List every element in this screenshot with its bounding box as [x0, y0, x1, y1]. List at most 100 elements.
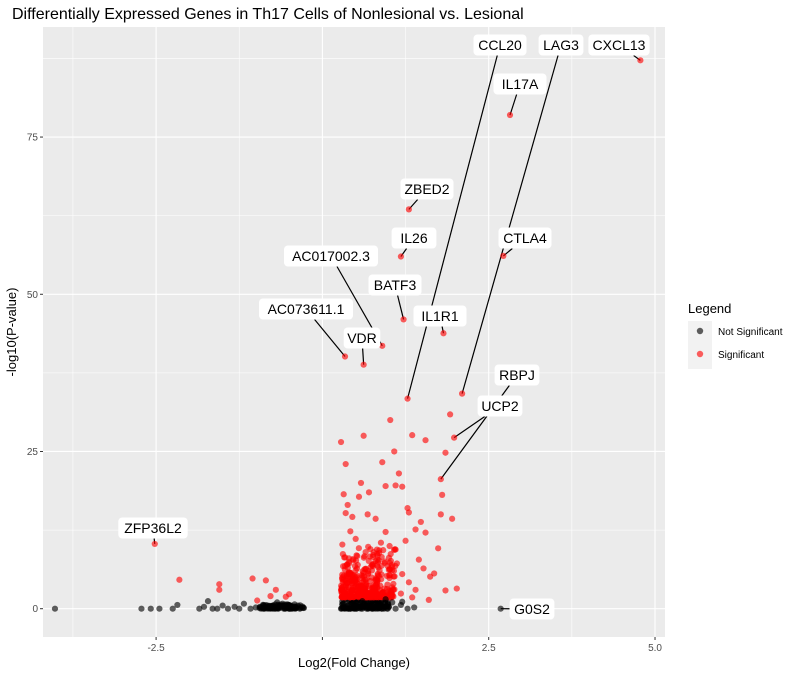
point-significant — [357, 479, 365, 487]
leader-line — [314, 319, 346, 357]
point-not-significant — [357, 605, 365, 612]
cluster-point-significant — [356, 588, 364, 595]
legend: Legend Not Significant Significant — [688, 301, 783, 369]
gene-label-box — [343, 327, 381, 349]
legend-label-not-significant: Not Significant — [718, 327, 783, 338]
point-significant — [355, 493, 363, 500]
labeled-point — [151, 540, 158, 548]
point-significant — [216, 586, 223, 593]
point-significant — [352, 535, 359, 542]
labeled-point — [341, 353, 349, 360]
point-significant — [382, 482, 389, 490]
gene-label-text: ZFP36L2 — [124, 520, 182, 536]
point-significant — [405, 509, 412, 516]
labeled-point — [459, 390, 466, 397]
gene-label-ccl20: CCL20 — [473, 34, 527, 56]
point-not-significant — [379, 605, 386, 612]
point-significant — [439, 491, 446, 498]
gene-label-text: IL26 — [400, 230, 427, 246]
point-not-significant — [411, 604, 418, 611]
point-not-significant — [209, 605, 216, 612]
point-significant — [267, 593, 274, 600]
gene-label-il26: IL26 — [391, 227, 437, 249]
point-significant — [364, 511, 371, 518]
labeled-point — [451, 434, 458, 441]
point-significant — [176, 576, 183, 583]
gene-label-text: BATF3 — [374, 277, 417, 293]
point-significant — [360, 432, 367, 439]
point-significant — [447, 411, 454, 418]
point-significant — [385, 554, 393, 561]
minor-gridlines — [43, 27, 665, 637]
point-not-significant — [385, 603, 393, 610]
point-not-significant — [392, 605, 399, 612]
point-not-significant — [240, 600, 248, 607]
point-not-significant — [389, 599, 396, 606]
gene-label-box — [391, 227, 437, 249]
point-not-significant — [247, 605, 254, 612]
point-not-significant — [286, 601, 293, 609]
point-not-significant — [169, 605, 176, 612]
point-significant — [409, 594, 416, 601]
point-significant — [352, 567, 359, 574]
gene-label-box — [413, 305, 467, 327]
point-not-significant — [399, 598, 406, 605]
point-significant — [425, 596, 432, 603]
point-significant — [391, 448, 398, 455]
gene-label-vdr: VDR — [343, 327, 381, 349]
gene-label-box — [509, 598, 555, 620]
point-not-significant — [363, 604, 370, 611]
labeled-point — [637, 57, 644, 64]
cluster-point-significant — [355, 545, 362, 552]
labeled-point — [497, 605, 504, 612]
y-axis: 0 25 50 75 — [27, 133, 43, 615]
point-significant — [435, 545, 442, 552]
point-significant — [375, 572, 383, 580]
point-significant — [437, 511, 444, 518]
point-significant — [402, 537, 409, 544]
point-not-significant — [337, 605, 345, 612]
gene-label-text: UCP2 — [481, 398, 519, 414]
point-not-significant — [200, 603, 208, 610]
labeled-point — [405, 206, 412, 213]
cluster-point-significant — [359, 573, 366, 580]
gene-label-box — [473, 34, 527, 56]
point-significant — [412, 586, 419, 593]
point-significant — [286, 591, 293, 598]
cluster-point-significant — [350, 594, 357, 601]
point-not-significant — [359, 598, 366, 605]
x-tick-label: 5.0 — [648, 643, 662, 654]
gene-label-ac017002-3: AC017002.3 — [284, 245, 378, 267]
point-significant — [392, 482, 399, 489]
point-significant — [393, 560, 401, 567]
x-axis: -2.5 2.5 5.0 — [147, 637, 662, 654]
labeled-point — [500, 252, 507, 260]
gene-label-il17a: IL17A — [493, 73, 547, 95]
gene-label-text: RBPJ — [499, 367, 535, 383]
point-significant — [373, 546, 381, 553]
point-significant — [389, 584, 396, 591]
point-significant — [337, 438, 345, 446]
point-significant — [405, 579, 412, 586]
major-gridlines — [43, 27, 665, 637]
point-significant — [382, 528, 389, 536]
point-significant — [387, 416, 394, 424]
gene-label-text: CCL20 — [478, 37, 522, 53]
gene-label-batf3: BATF3 — [368, 274, 422, 296]
labeled-point — [400, 316, 407, 323]
point-not-significant — [219, 602, 226, 609]
cluster-point-significant — [348, 571, 356, 579]
gene-label-text: AC073611.1 — [268, 301, 345, 317]
point-significant — [372, 515, 379, 522]
point-significant — [453, 585, 460, 592]
point-significant — [340, 491, 347, 498]
point-significant — [254, 597, 261, 604]
cluster-point-significant — [390, 567, 398, 574]
point-not-significant — [349, 599, 356, 607]
gene-label-g0s2: G0S2 — [509, 598, 555, 620]
point-significant — [415, 556, 422, 563]
cluster-point-significant — [386, 542, 393, 550]
leader-line — [461, 55, 559, 394]
point-significant — [249, 575, 256, 582]
